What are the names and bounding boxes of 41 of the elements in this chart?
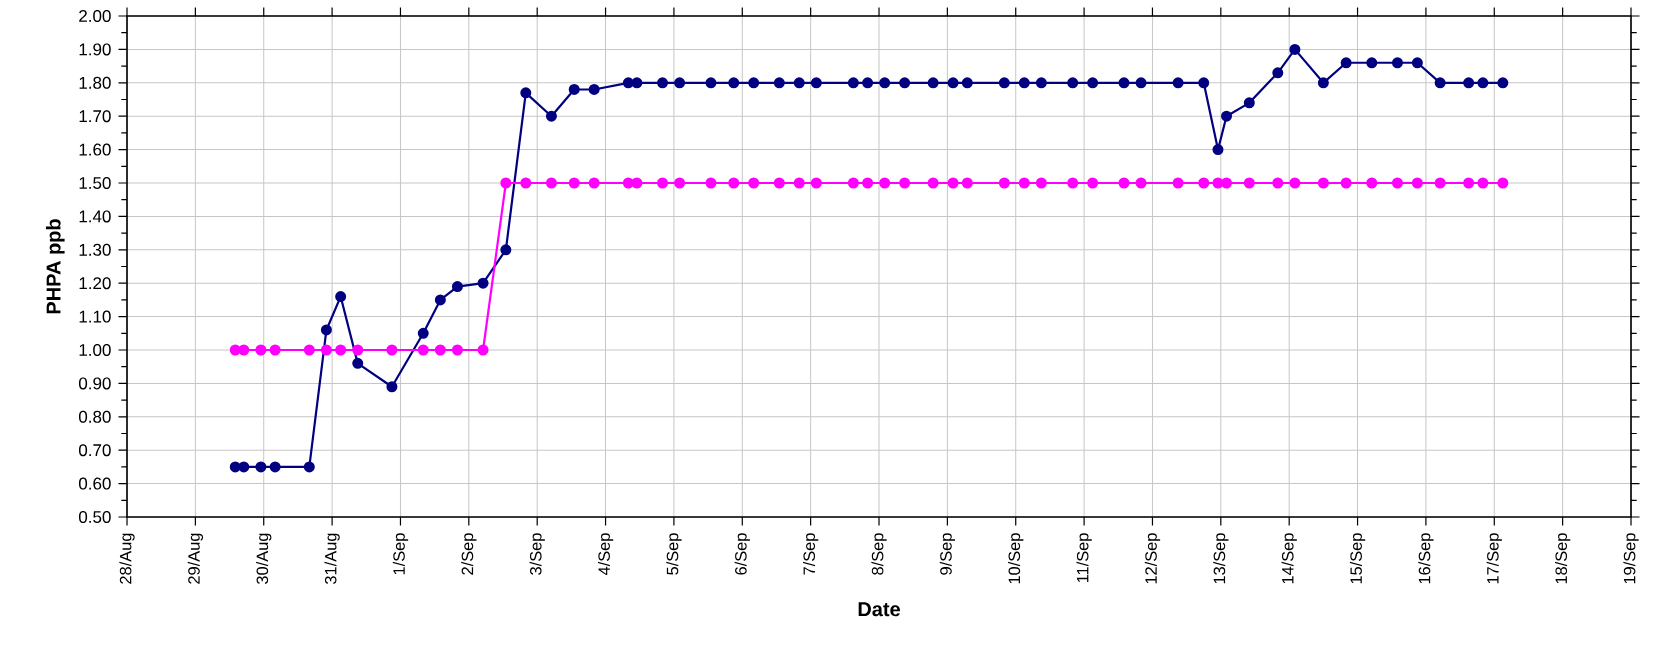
x-tick-label: 1/Sep xyxy=(392,533,409,575)
y-tick-label: 0.50 xyxy=(78,511,111,524)
x-tick-label: 18/Sep xyxy=(1554,533,1571,584)
x-tick-label: 15/Sep xyxy=(1349,533,1366,584)
y-tick-label: 1.00 xyxy=(79,344,111,357)
x-tick-label: 7/Sep xyxy=(803,533,819,575)
y-tick-label: 1.10 xyxy=(79,310,111,323)
x-tick-label: 14/Sep xyxy=(1281,533,1297,584)
y-axis-title: PHPA ppb xyxy=(45,219,65,314)
x-tick-label: 29/Aug xyxy=(187,533,204,584)
y-tick-label: 1.80 xyxy=(79,76,111,89)
x-tick-label: 10/Sep xyxy=(1008,533,1024,584)
x-tick-label: 19/Sep xyxy=(1623,533,1639,584)
x-tick-label: 13/Sep xyxy=(1213,533,1229,584)
x-tick-label: 3/Sep xyxy=(529,533,545,575)
x-tick-label: 28/Aug xyxy=(119,533,135,584)
x-tick-label: 2/Sep xyxy=(461,533,477,575)
y-tick-label: 0.60 xyxy=(78,477,111,490)
y-tick-label: 1.70 xyxy=(79,110,111,123)
y-tick-label: 1.20 xyxy=(79,277,111,290)
x-tick-label: 8/Sep xyxy=(871,533,887,575)
x-tick-label: 16/Sep xyxy=(1418,533,1434,584)
y-tick-label: 1.60 xyxy=(79,143,111,156)
x-tick-label: 4/Sep xyxy=(597,533,614,576)
y-tick-label: 1.50 xyxy=(79,177,111,190)
x-tick-label: 6/Sep xyxy=(734,533,750,575)
y-tick-label: 1.40 xyxy=(79,210,111,223)
y-tick-label: 1.30 xyxy=(79,243,111,256)
y-tick-label: 2.00 xyxy=(79,10,111,23)
x-tick-label: 30/Aug xyxy=(256,533,272,584)
y-tick-label: 0.80 xyxy=(78,410,111,423)
y-tick-label: 0.90 xyxy=(78,377,111,390)
x-tick-label: 17/Sep xyxy=(1486,533,1502,584)
x-tick-label: 5/Sep xyxy=(666,533,682,575)
x-tick-label: 11/Sep xyxy=(1076,533,1092,583)
y-tick-label: 1.90 xyxy=(79,43,111,56)
x-axis-title: Date xyxy=(858,602,900,617)
x-tick-label: 31/Aug xyxy=(324,533,340,584)
x-tick-label: 9/Sep xyxy=(939,533,956,575)
y-tick-label: 0.70 xyxy=(78,444,111,457)
x-tick-label: 12/Sep xyxy=(1144,533,1161,584)
